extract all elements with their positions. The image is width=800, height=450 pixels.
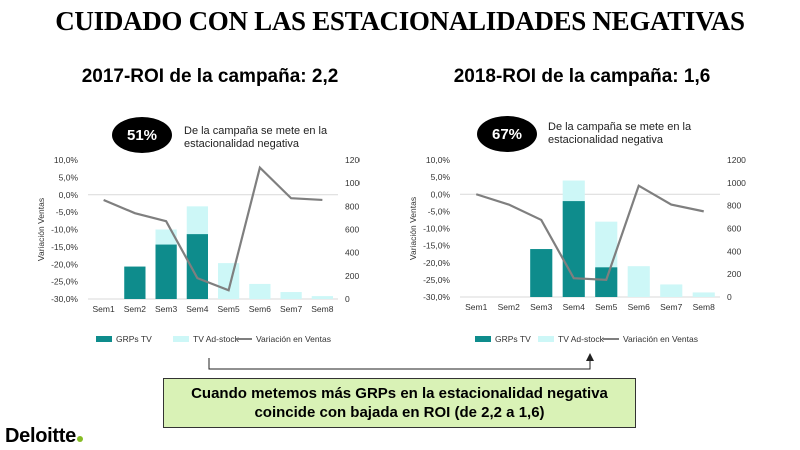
conclusion-text: Cuando metemos más GRPs en la estacional… bbox=[191, 385, 608, 421]
y-tick-label: -20,0% bbox=[423, 258, 450, 268]
x-tick-label: Sem8 bbox=[693, 302, 715, 312]
legend-label-ventas: Variación en Ventas bbox=[623, 334, 698, 344]
y-tick-label: -15,0% bbox=[423, 241, 450, 251]
x-tick-label: Sem8 bbox=[311, 304, 333, 314]
ventas-line bbox=[475, 184, 704, 282]
y-tick-label: -30,0% bbox=[423, 292, 450, 302]
adstock-bar bbox=[218, 263, 240, 299]
x-tick-label: Sem7 bbox=[280, 304, 302, 314]
y-tick-label: -30,0% bbox=[51, 294, 78, 304]
x-tick-label: Sem6 bbox=[628, 302, 650, 312]
legend-label-grps: GRPs TV bbox=[116, 334, 152, 344]
x-tick-label: Sem6 bbox=[249, 304, 271, 314]
grps-bar bbox=[530, 249, 553, 297]
x-tick-label: Sem1 bbox=[465, 302, 487, 312]
y-tick-label: -20,0% bbox=[51, 259, 78, 269]
badge-percentage-2018: 67% bbox=[477, 116, 537, 152]
y2-tick-label: 600 bbox=[345, 225, 359, 235]
y2-tick-label: 200 bbox=[345, 271, 359, 281]
legend-label-grps: GRPs TV bbox=[495, 334, 531, 344]
y2-tick-label: 800 bbox=[345, 201, 359, 211]
ventas-line bbox=[103, 165, 323, 292]
legend-label-adstock: TV Ad-stock bbox=[558, 334, 605, 344]
y2-tick-label: 1000 bbox=[727, 178, 746, 188]
legend-swatch-grps bbox=[96, 336, 112, 342]
x-tick-label: Sem5 bbox=[595, 302, 617, 312]
y2-tick-label: 0 bbox=[345, 294, 350, 304]
x-tick-label: Sem3 bbox=[530, 302, 552, 312]
y-tick-label: 5,0% bbox=[431, 172, 451, 182]
adstock-bar bbox=[627, 266, 650, 297]
badge-text-2017: De la campaña se mete en la estacionalid… bbox=[184, 125, 328, 150]
y2-tick-label: 200 bbox=[727, 269, 741, 279]
y-tick-label: -25,0% bbox=[51, 277, 78, 287]
adstock-bar bbox=[280, 292, 302, 299]
legend-swatch-grps bbox=[475, 336, 491, 342]
chart-2017: 10,0% 5,0% 0,0% -5,0% -10,0% -15,0% -20,0% -25,… bbox=[36, 155, 360, 344]
y2-tick-label: 1200 bbox=[727, 155, 746, 165]
y2-tick-label: 1000 bbox=[345, 178, 360, 188]
y-tick-label: 0,0% bbox=[59, 190, 79, 200]
y2-tick-label: 400 bbox=[727, 246, 741, 256]
chart-subtitle-2018: 2018-ROI de la campaña: 1,6 bbox=[453, 66, 711, 87]
logo-dot-icon bbox=[76, 436, 83, 442]
adstock-bar bbox=[692, 292, 715, 297]
page-title: CUIDADO CON LAS ESTACIONALIDADES NEGATIV… bbox=[55, 6, 745, 36]
x-tick-label: Sem3 bbox=[155, 304, 177, 314]
y2-tick-label: 800 bbox=[727, 201, 741, 211]
y2-tick-label: 400 bbox=[345, 248, 359, 258]
y-tick-label: 5,0% bbox=[59, 172, 79, 182]
chart-2018: 10,0% 5,0% 0,0% -5,0% -10,0% -15,0% -20,0% -25,… bbox=[408, 155, 746, 344]
y2-tick-label: 600 bbox=[727, 224, 741, 234]
badge-text-2018: De la campaña se mete en la estacionalid… bbox=[548, 121, 692, 146]
y2-tick-label: 0 bbox=[727, 292, 732, 302]
legend-swatch-adstock bbox=[173, 336, 189, 342]
legend-swatch-adstock bbox=[538, 336, 554, 342]
y-axis-label: Variación Ventas bbox=[408, 197, 418, 260]
x-tick-label: Sem1 bbox=[93, 304, 115, 314]
x-tick-label: Sem7 bbox=[660, 302, 682, 312]
y-tick-label: 10,0% bbox=[54, 155, 79, 165]
adstock-bar bbox=[660, 284, 683, 297]
grps-bar bbox=[155, 244, 177, 299]
x-tick-label: Sem4 bbox=[563, 302, 585, 312]
adstock-bar bbox=[249, 283, 271, 299]
x-tick-label: Sem2 bbox=[124, 304, 146, 314]
conclusion-callout: Cuando metemos más GRPs en la estacional… bbox=[163, 378, 636, 428]
grps-bar bbox=[595, 267, 618, 297]
y-tick-label: -5,0% bbox=[56, 207, 79, 217]
x-tick-label: Sem4 bbox=[186, 304, 208, 314]
deloitte-logo: Deloitte bbox=[5, 425, 83, 448]
adstock-bar bbox=[311, 296, 333, 299]
y-tick-label: -25,0% bbox=[423, 275, 450, 285]
chart-subtitle-2017: 2017-ROI de la campaña: 2,2 bbox=[81, 66, 339, 87]
y-tick-label: -5,0% bbox=[428, 206, 451, 216]
legend-label-ventas: Variación en Ventas bbox=[256, 334, 331, 344]
x-tick-label: Sem2 bbox=[498, 302, 520, 312]
grps-bar bbox=[562, 201, 585, 297]
legend-label-adstock: TV Ad-stock bbox=[193, 334, 240, 344]
logo-text: Deloitte bbox=[5, 425, 76, 447]
y2-tick-label: 1200 bbox=[345, 155, 360, 165]
y-tick-label: -10,0% bbox=[51, 225, 78, 235]
y-axis-label: Variación Ventas bbox=[36, 198, 46, 261]
x-tick-label: Sem5 bbox=[218, 304, 240, 314]
grps-bar bbox=[124, 266, 146, 299]
y-tick-label: -15,0% bbox=[51, 242, 78, 252]
badge-percentage-2017: 51% bbox=[112, 117, 172, 153]
y-tick-label: 0,0% bbox=[431, 189, 451, 199]
y-tick-label: 10,0% bbox=[426, 155, 451, 165]
y-tick-label: -10,0% bbox=[423, 224, 450, 234]
grps-bar bbox=[186, 234, 208, 299]
